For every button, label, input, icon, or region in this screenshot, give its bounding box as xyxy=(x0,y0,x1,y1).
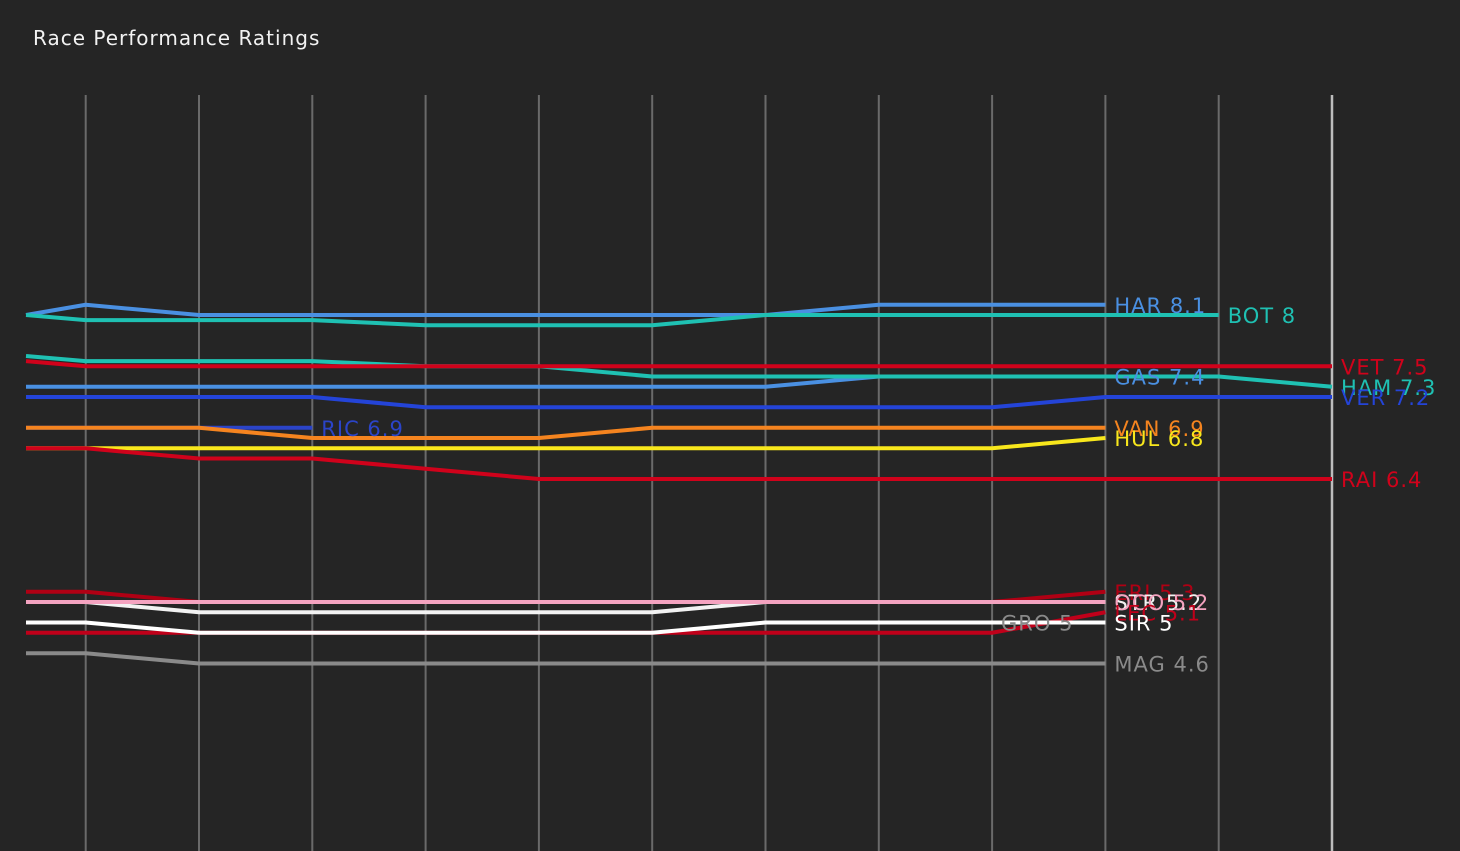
series-label-mag: MAG 4.6 xyxy=(1114,653,1209,677)
series-line-mag xyxy=(26,651,1106,666)
series-line-har xyxy=(25,302,1106,317)
series-line-ham xyxy=(25,354,1333,389)
series-label-lec: LEC 5.1 xyxy=(1114,601,1201,625)
series-line-van xyxy=(26,425,1106,440)
series-label-vet: VET 7.5 xyxy=(1341,355,1429,379)
series-label-har: HAR 8.1 xyxy=(1114,294,1206,318)
series-label-bot: BOT 8 xyxy=(1228,304,1296,328)
series-label-eri: ERI 5.3 xyxy=(1114,581,1195,605)
series-label-ham: HAM 7.3 xyxy=(1341,376,1436,400)
series-label-rai: RAI 6.4 xyxy=(1341,468,1422,492)
series-line-ver xyxy=(26,395,1332,410)
series-label-oco: OCO 5.2 xyxy=(1114,591,1209,615)
series-label-sir: SIR 5 xyxy=(1114,612,1173,636)
series-line-vet xyxy=(25,359,1332,369)
series-line-hul xyxy=(26,436,1106,451)
series-label-gro: GRO 5 xyxy=(1001,612,1073,636)
chart-title: Race Performance Ratings xyxy=(33,26,321,50)
series-line-sir xyxy=(26,620,1106,635)
series-lines xyxy=(25,302,1333,666)
series-line-bot xyxy=(25,313,1219,328)
series-label-hul: HUL 6.8 xyxy=(1114,427,1204,451)
series-label-ric: RIC 6.9 xyxy=(321,417,404,441)
series-label-gas: GAS 7.4 xyxy=(1114,366,1205,390)
series-label-ver: VER 7.2 xyxy=(1341,386,1430,410)
series-line-rai xyxy=(26,446,1332,481)
grid-lines xyxy=(84,95,1334,851)
series-label-van: VAN 6.9 xyxy=(1114,417,1204,441)
series-label-str: STR 5.2 xyxy=(1114,591,1202,615)
